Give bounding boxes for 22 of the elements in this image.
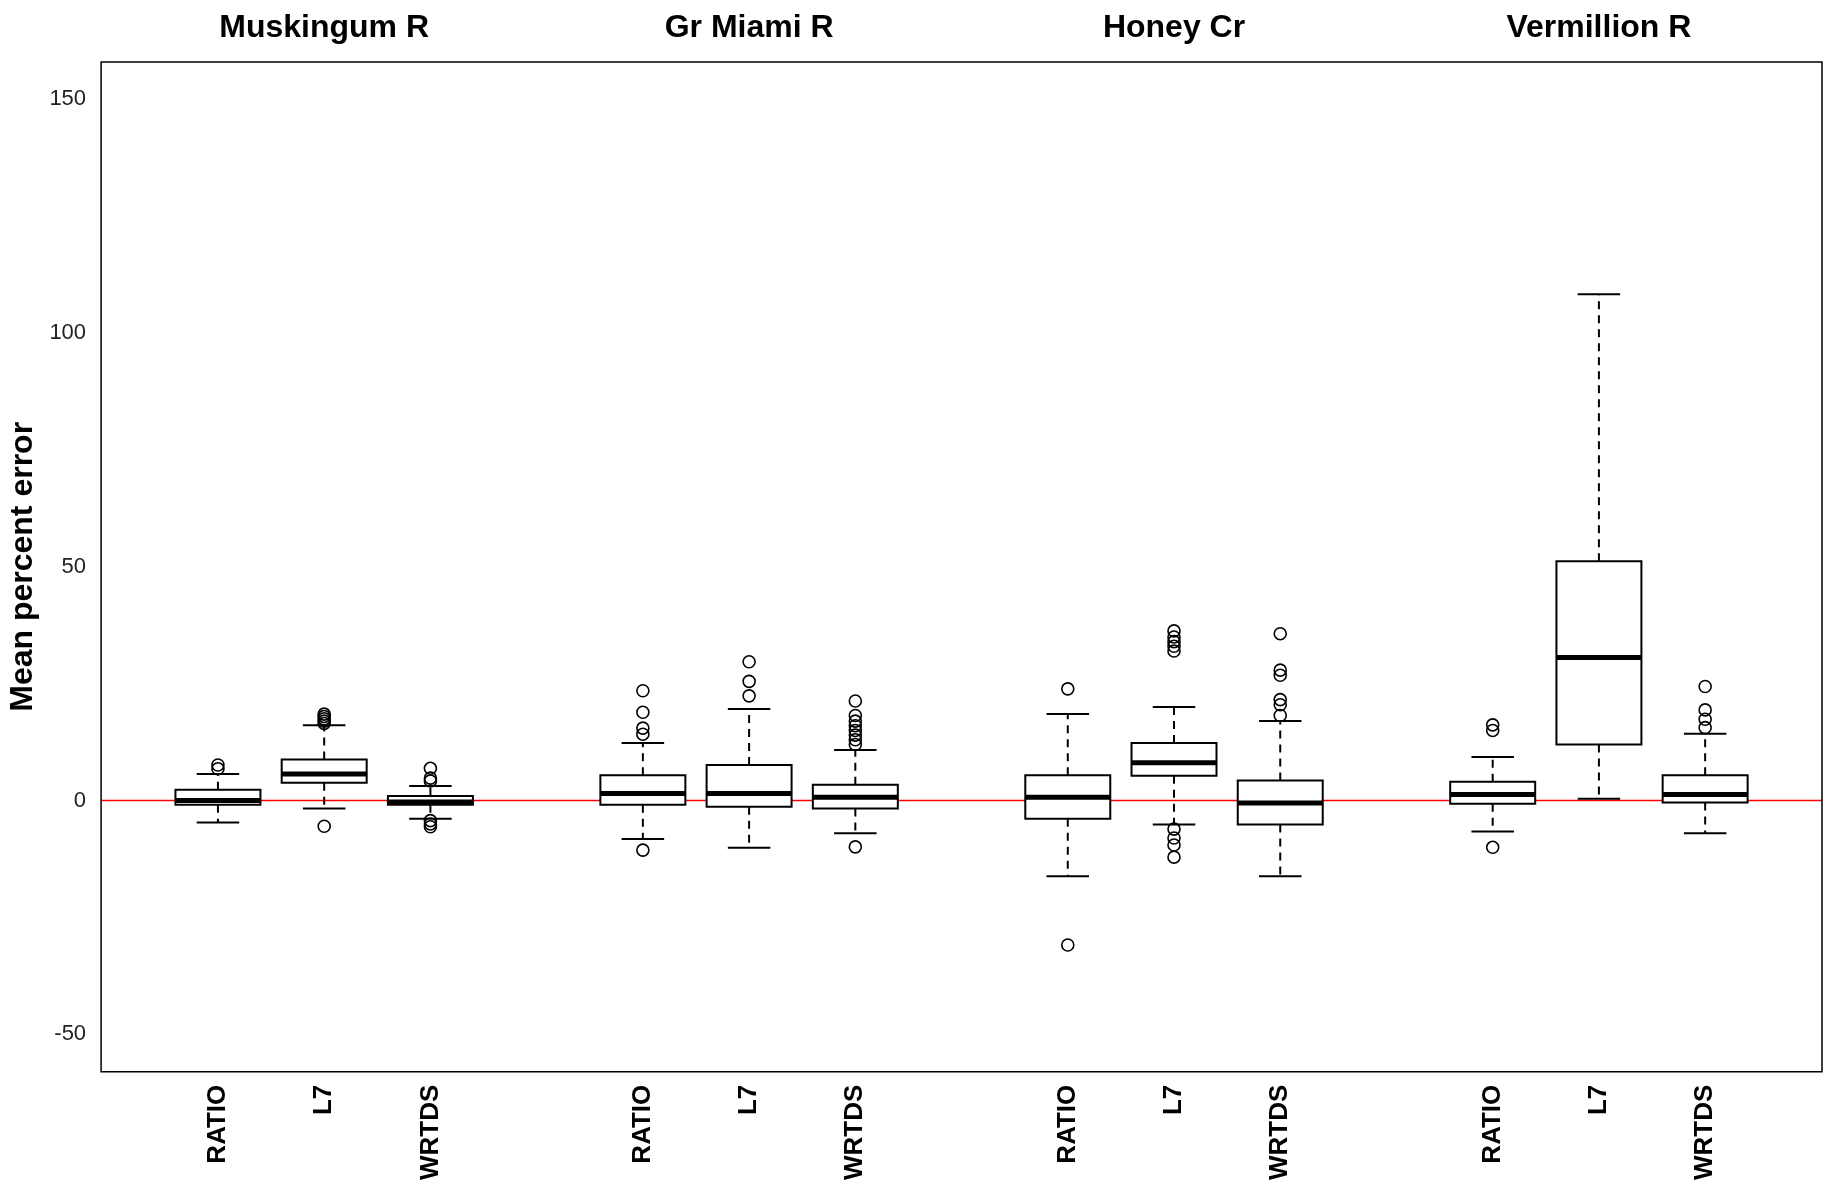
x-tick-label: RATIO <box>626 1084 657 1164</box>
x-tick-label: L7 <box>1157 1084 1188 1116</box>
text: Gr Miami R <box>664 7 834 44</box>
x-tick-label: WRTDS <box>1263 1084 1294 1181</box>
x-tick-label: WRTDS <box>838 1084 869 1181</box>
x-tick-label: RATIO <box>1050 1084 1081 1164</box>
y-tick-label: 50 <box>61 552 87 578</box>
x-tick-label: RATIO <box>201 1084 232 1164</box>
text: Muskingum R <box>219 7 430 44</box>
text: Honey Cr <box>1102 7 1246 44</box>
x-tick-label: L7 <box>732 1084 763 1116</box>
x-tick-label: L7 <box>307 1084 338 1116</box>
y-axis-title: Mean percent error <box>3 421 40 712</box>
x-tick-label: WRTDS <box>1688 1084 1719 1181</box>
y-tick-label: 150 <box>49 85 87 111</box>
text: Vermillion R <box>1506 7 1692 44</box>
y-tick-label: 0 <box>73 786 87 812</box>
x-tick-label: WRTDS <box>413 1084 444 1181</box>
x-tick-label: L7 <box>1582 1084 1613 1116</box>
y-tick-label: -50 <box>54 1020 87 1046</box>
x-tick-label: RATIO <box>1475 1084 1506 1164</box>
y-tick-label: 100 <box>49 319 87 345</box>
